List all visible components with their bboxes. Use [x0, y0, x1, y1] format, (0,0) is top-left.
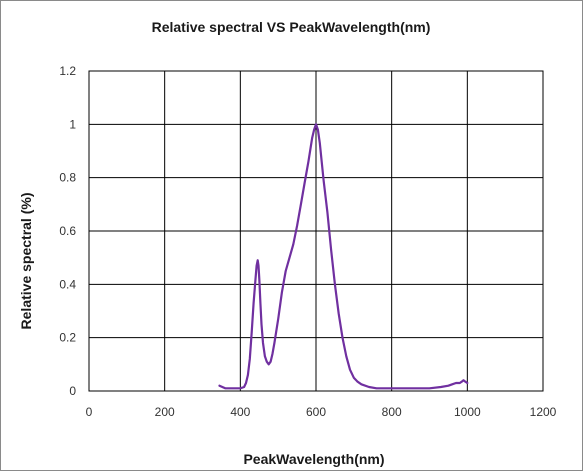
- x-tick-label: 200: [155, 405, 175, 419]
- grid-layer: [89, 71, 543, 391]
- x-tick-label: 400: [230, 405, 250, 419]
- y-tick-label: 0.8: [59, 171, 76, 185]
- y-axis-label: Relative spectral (%): [18, 193, 34, 330]
- x-tick-label: 0: [86, 405, 93, 419]
- x-tick-label: 1000: [454, 405, 481, 419]
- x-tick-labels: 0 200 400 600 800 1000 1200: [86, 405, 557, 419]
- y-tick-label: 0.2: [59, 331, 76, 345]
- plot-area: [88, 70, 544, 392]
- x-tick-label: 600: [306, 405, 326, 419]
- y-tick-labels: 0 0.2 0.4 0.6 0.8 1 1.2: [59, 64, 76, 398]
- y-tick-label: 1.2: [59, 64, 76, 78]
- x-tick-label: 1200: [530, 405, 557, 419]
- chart-title: Relative spectral VS PeakWavelength(nm): [152, 19, 431, 35]
- y-tick-label: 0.6: [59, 224, 76, 238]
- y-tick-label: 0.4: [59, 277, 76, 291]
- x-tick-label: 800: [382, 405, 402, 419]
- series-line-0: [218, 123, 469, 390]
- y-tick-label: 1: [69, 117, 76, 131]
- y-tick-label: 0: [69, 384, 76, 398]
- series-layer: [218, 123, 469, 390]
- x-axis-label: PeakWavelength(nm): [243, 451, 384, 467]
